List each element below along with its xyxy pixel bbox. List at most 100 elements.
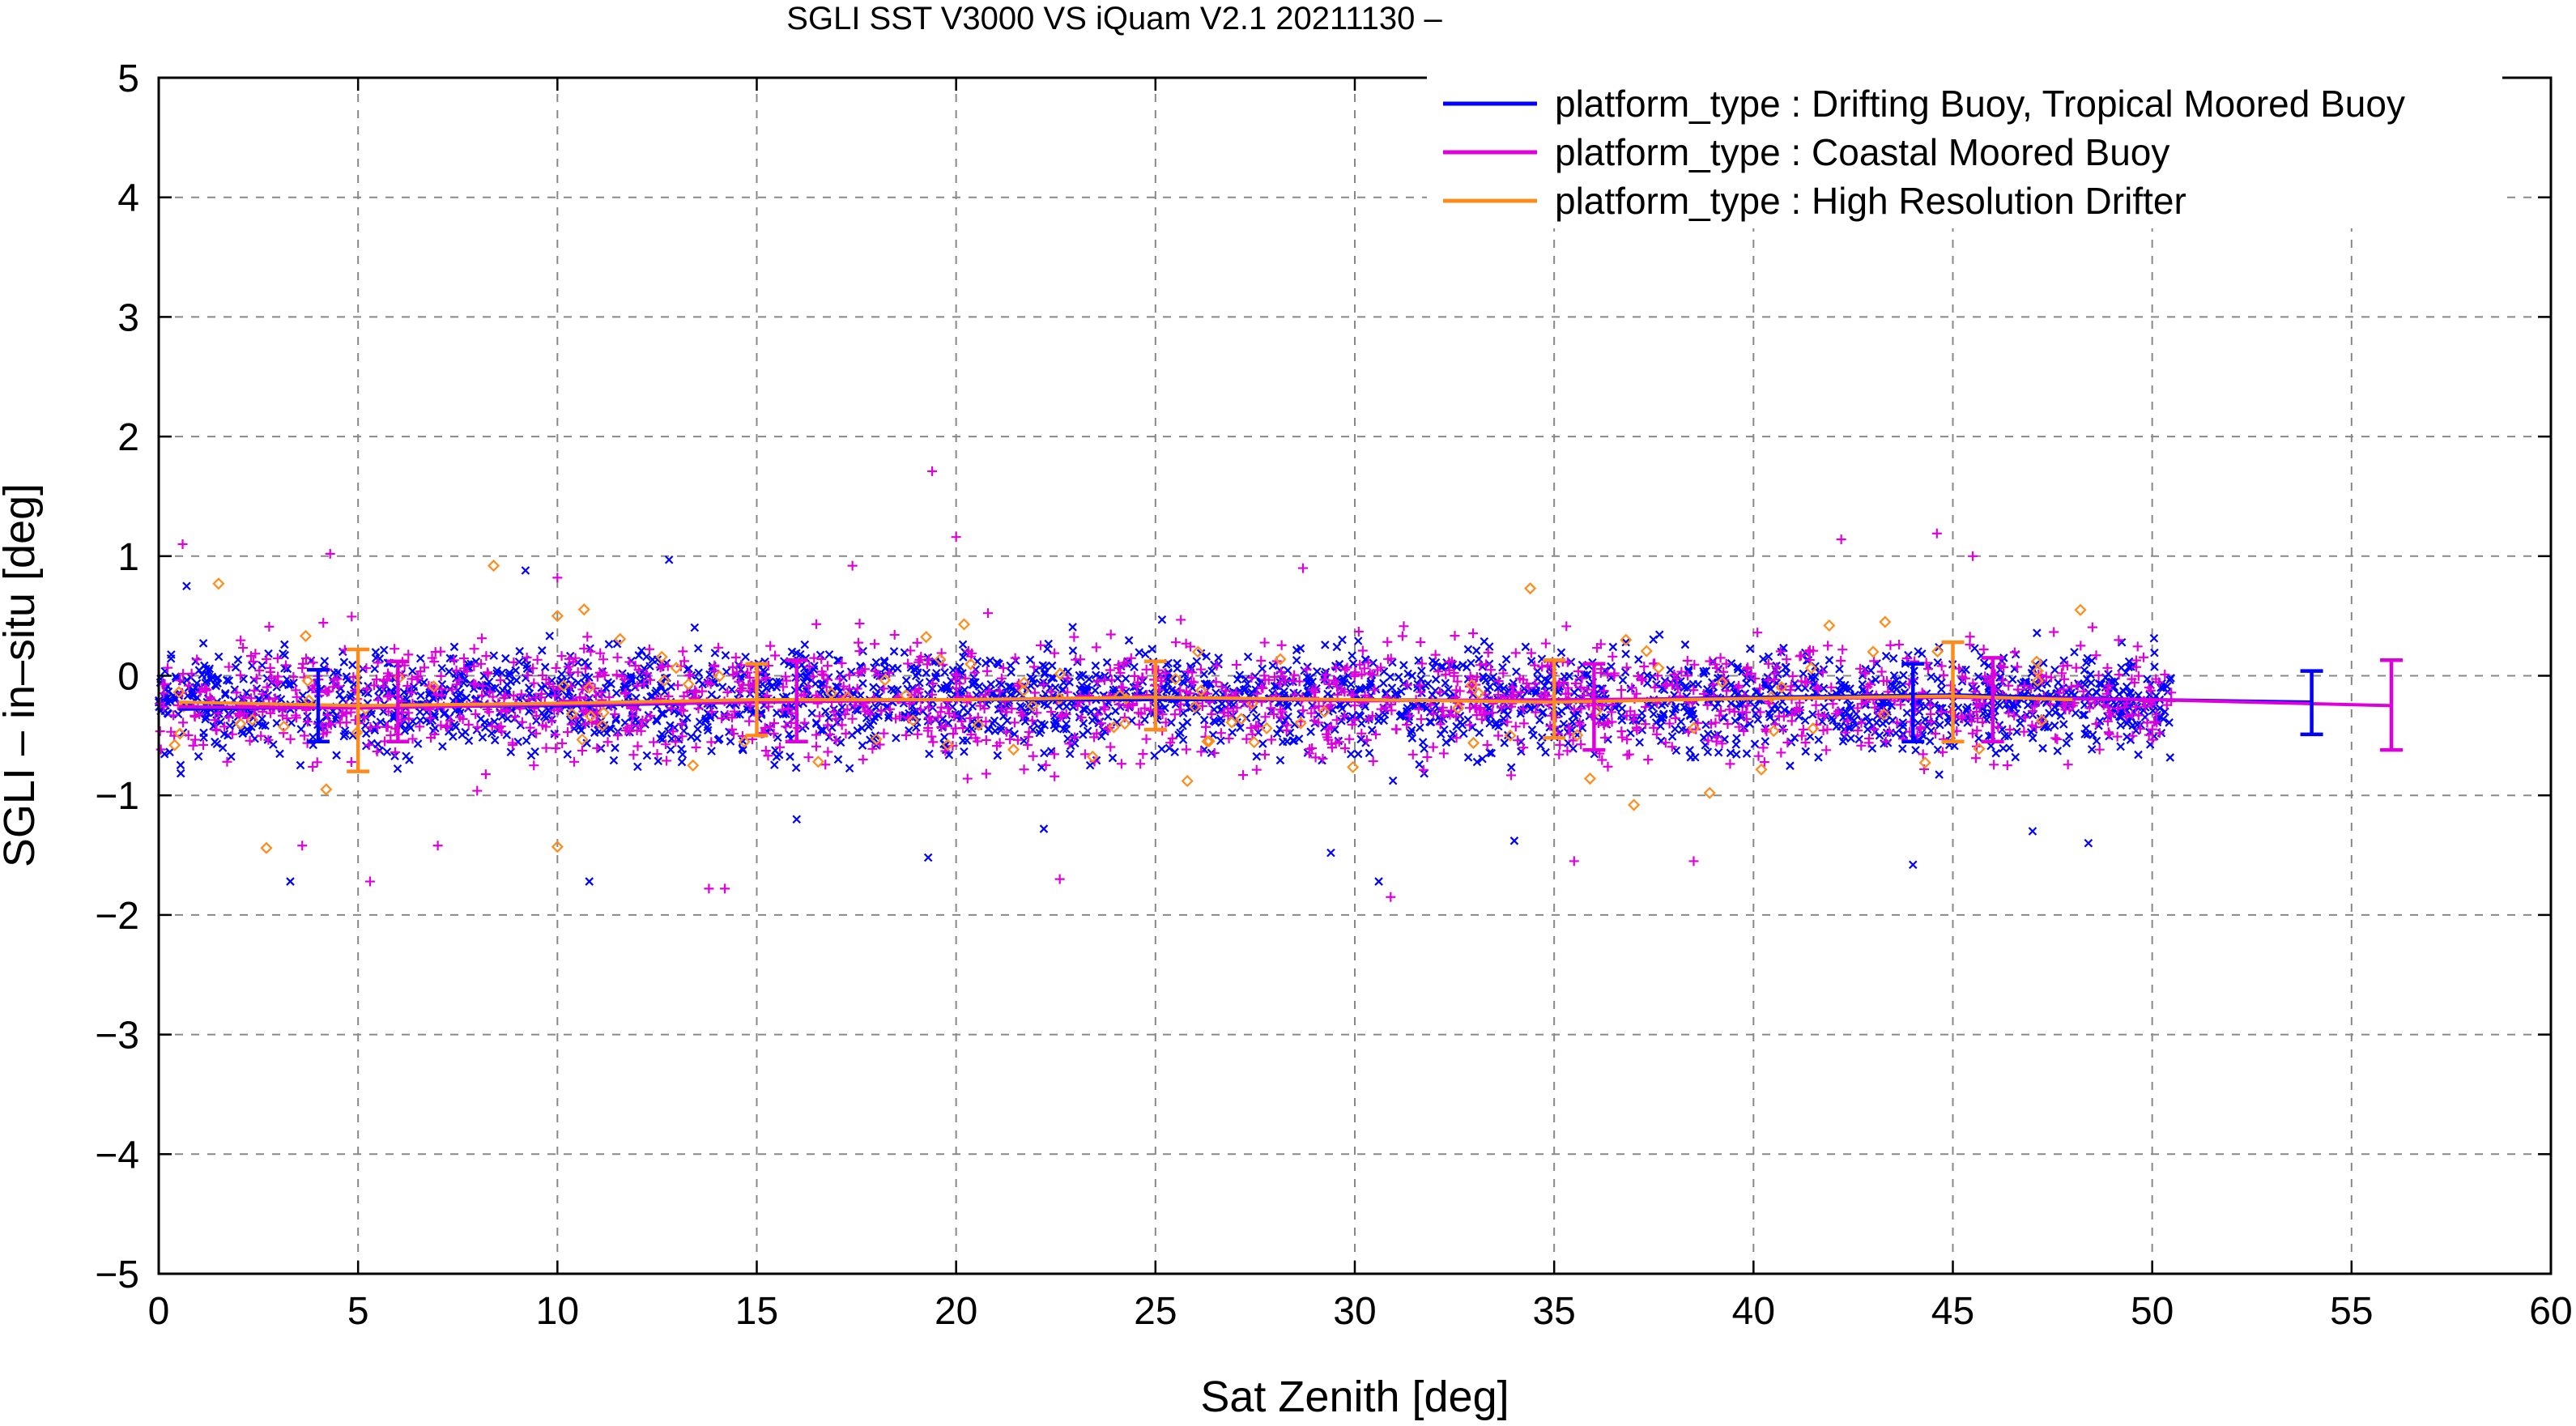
data-point-plus xyxy=(573,667,583,678)
data-point-diamond xyxy=(1347,760,1360,773)
data-point-x xyxy=(1403,669,1412,679)
data-point-plus xyxy=(949,711,960,722)
data-point-plus xyxy=(1786,681,1796,692)
data-point-x xyxy=(1002,700,1011,710)
data-point-plus xyxy=(1487,708,1497,718)
data-point-plus xyxy=(1201,722,1211,732)
data-point-plus xyxy=(592,718,602,729)
data-point-plus xyxy=(224,662,234,672)
data-point-x xyxy=(1582,670,1592,679)
data-point-plus xyxy=(1750,673,1761,683)
data-point-diamond xyxy=(582,681,596,694)
data-point-plus xyxy=(1407,749,1418,760)
data-point-diamond xyxy=(670,662,683,675)
data-point-plus xyxy=(2114,635,2124,645)
data-point-plus xyxy=(2133,670,2144,681)
data-point-x xyxy=(540,662,550,672)
data-point-x xyxy=(361,729,371,739)
data-point-plus xyxy=(1070,732,1080,743)
data-point-x xyxy=(1038,661,1048,670)
data-point-plus xyxy=(1028,662,1039,672)
data-point-x xyxy=(1124,636,1134,645)
data-point-diamond xyxy=(246,713,259,726)
data-point-plus xyxy=(1755,683,1765,694)
data-point-plus xyxy=(451,665,462,675)
data-point-x xyxy=(1076,672,1085,682)
data-point-plus xyxy=(1417,658,1428,669)
data-point-plus xyxy=(1667,742,1677,752)
data-point-plus xyxy=(676,704,687,715)
data-point-x xyxy=(1356,734,1365,744)
data-point-plus xyxy=(285,734,296,744)
data-point-x xyxy=(611,713,621,723)
data-point-x xyxy=(1536,741,1545,751)
data-point-plus xyxy=(385,730,396,741)
data-point-diamond xyxy=(1472,687,1485,700)
data-point-diamond xyxy=(551,841,564,853)
data-point-x xyxy=(1040,700,1050,709)
data-point-plus xyxy=(1966,716,1977,726)
data-point-plus xyxy=(1965,639,1975,649)
data-point-x xyxy=(2122,682,2131,692)
data-point-plus xyxy=(1714,710,1725,721)
data-point-plus xyxy=(1705,656,1715,666)
data-point-plus xyxy=(854,619,865,629)
data-point-x xyxy=(1950,741,1959,751)
data-point-plus xyxy=(188,740,198,751)
data-point-plus xyxy=(292,692,302,702)
data-point-diamond xyxy=(1877,708,1890,721)
data-point-plus xyxy=(536,692,547,703)
data-point-x xyxy=(480,723,490,732)
data-point-plus xyxy=(1761,724,1771,734)
data-point-x xyxy=(1840,732,1849,742)
data-point-x xyxy=(413,739,423,748)
data-point-plus xyxy=(760,722,770,733)
data-point-diamond xyxy=(597,706,610,719)
data-point-plus xyxy=(1972,726,1982,736)
data-point-x xyxy=(1321,641,1330,649)
data-point-plus xyxy=(905,645,916,656)
data-point-plus xyxy=(186,668,197,679)
data-point-plus xyxy=(322,710,333,721)
data-point-x xyxy=(692,734,702,743)
data-point-x xyxy=(1459,729,1468,739)
data-point-diamond xyxy=(1703,786,1716,799)
data-point-diamond xyxy=(2031,675,2044,687)
data-point-x xyxy=(1339,674,1348,683)
data-point-x xyxy=(2162,682,2172,691)
data-point-plus xyxy=(484,687,495,697)
data-point-plus xyxy=(381,674,392,684)
data-point-x xyxy=(1157,615,1167,624)
data-point-x xyxy=(1141,649,1150,659)
data-point-x xyxy=(1178,735,1188,744)
data-point-plus xyxy=(873,670,884,680)
data-point-plus xyxy=(1790,706,1800,717)
data-point-x xyxy=(2143,675,2152,683)
data-point-plus xyxy=(1133,708,1143,718)
data-point-x xyxy=(2080,710,2089,720)
data-point-plus xyxy=(1978,645,1989,655)
data-point-plus xyxy=(1224,734,1234,744)
data-point-plus xyxy=(1662,679,1672,689)
data-point-plus xyxy=(1105,742,1116,752)
data-point-x xyxy=(1283,666,1292,675)
data-point-plus xyxy=(1029,687,1040,698)
data-point-plus xyxy=(1599,732,1610,743)
data-point-x xyxy=(1699,669,1709,679)
data-point-x xyxy=(2056,711,2066,721)
data-point-plus xyxy=(256,730,266,741)
data-point-x xyxy=(1820,703,1829,712)
data-point-plus xyxy=(476,633,487,644)
y-axis-label: SGLI – in–situ [deg] xyxy=(0,483,44,867)
data-point-x xyxy=(1211,717,1220,726)
data-point-plus xyxy=(266,708,276,718)
data-point-plus xyxy=(1573,666,1583,676)
data-point-plus xyxy=(1183,666,1194,677)
data-point-plus xyxy=(1156,675,1167,686)
data-point-plus xyxy=(299,730,309,741)
data-point-plus xyxy=(1010,653,1020,663)
data-point-x xyxy=(1294,734,1304,743)
data-point-x xyxy=(1040,748,1049,758)
data-point-x xyxy=(654,756,663,766)
